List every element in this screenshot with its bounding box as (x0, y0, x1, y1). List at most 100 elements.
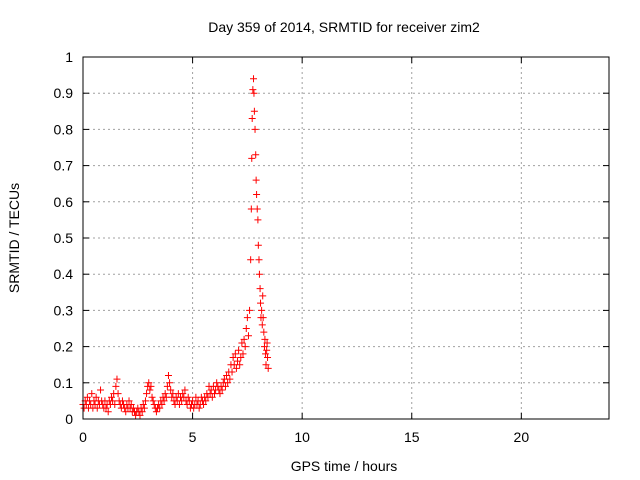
data-point-plus-marker (181, 386, 189, 394)
data-point-plus-marker (97, 386, 105, 394)
data-point-plus-marker (112, 382, 120, 390)
data-point-plus-marker (234, 357, 242, 365)
grid-lines (83, 57, 609, 419)
y-tick-label: 0.1 (54, 375, 74, 391)
y-tick-labels: 0 0.1 0.2 0.3 0.4 0.5 0.6 0.7 0.8 0.9 1 (54, 49, 74, 427)
data-point-plus-marker (118, 397, 126, 405)
data-point-plus-marker (125, 397, 133, 405)
data-point-plus-marker (184, 393, 192, 401)
data-point-plus-marker (247, 205, 255, 213)
data-point-plus-marker (260, 328, 268, 336)
axis-ticks (82, 56, 609, 420)
data-point-plus-marker (254, 241, 262, 249)
data-point-plus-marker (256, 285, 264, 293)
data-point-plus-marker (139, 401, 147, 409)
data-point-plus-marker (239, 350, 247, 358)
y-tick-label: 0.6 (54, 194, 74, 210)
data-point-plus-marker (104, 408, 112, 416)
data-point-plus-marker (262, 350, 270, 358)
data-point-plus-marker (213, 379, 221, 387)
data-point-plus-marker (252, 176, 260, 184)
data-point-plus-marker (141, 397, 149, 405)
data-point-plus-marker (232, 364, 240, 372)
data-point-plus-marker (248, 115, 256, 123)
data-point-plus-marker (195, 404, 203, 412)
data-point-plus-marker (255, 270, 263, 278)
data-point-plus-marker (223, 372, 231, 380)
data-point-plus-marker (258, 306, 266, 314)
data-points (79, 75, 272, 419)
data-point-plus-marker (107, 393, 115, 401)
data-point-plus-marker (146, 386, 154, 394)
data-point-plus-marker (254, 216, 262, 224)
data-point-plus-marker (242, 325, 250, 332)
data-point-plus-marker (158, 401, 166, 409)
data-point-plus-marker (113, 375, 121, 383)
data-point-plus-marker (231, 350, 239, 358)
data-point-plus-marker (156, 404, 164, 412)
data-point-plus-marker (264, 353, 272, 361)
data-point-plus-marker (250, 107, 258, 115)
y-tick-label: 0.8 (54, 121, 74, 137)
data-point-plus-marker (145, 379, 153, 387)
data-point-plus-marker (93, 404, 101, 412)
y-axis-title: SRMTID / TECUs (6, 183, 22, 293)
x-tick-label: 5 (189, 429, 197, 445)
data-point-plus-marker (160, 397, 168, 405)
data-point-plus-marker (263, 346, 271, 354)
data-point-plus-marker (175, 401, 183, 409)
data-point-plus-marker (229, 353, 237, 361)
data-point-plus-marker (218, 386, 226, 394)
data-point-plus-marker (83, 393, 91, 401)
data-point-plus-marker (140, 404, 148, 412)
data-point-plus-marker (264, 364, 272, 372)
data-point-plus-marker (236, 361, 244, 369)
data-point-plus-marker (114, 390, 122, 398)
data-point-plus-marker (257, 299, 265, 307)
plot-frame (82, 56, 610, 420)
data-point-plus-marker (226, 375, 234, 383)
data-point-plus-marker (238, 339, 246, 347)
data-point-plus-marker (260, 343, 268, 351)
x-tick-labels: 0 5 10 15 20 (79, 429, 529, 445)
y-tick-label: 0 (65, 411, 73, 427)
data-point-plus-marker (228, 368, 236, 376)
data-point-plus-marker (92, 393, 100, 401)
data-point-plus-marker (179, 390, 187, 398)
x-tick-label: 10 (294, 429, 310, 445)
data-point-plus-marker (143, 390, 151, 398)
data-point-plus-marker (102, 404, 110, 412)
data-point-plus-marker (244, 332, 252, 340)
data-point-plus-marker (261, 335, 269, 343)
data-point-plus-marker (122, 408, 130, 416)
x-tick-label: 0 (79, 429, 87, 445)
data-point-plus-marker (240, 335, 248, 343)
data-point-plus-marker (258, 321, 266, 329)
data-point-plus-marker (263, 339, 271, 347)
data-point-plus-marker (251, 125, 259, 133)
data-point-plus-marker (152, 408, 160, 416)
data-point-plus-marker (164, 372, 172, 380)
data-point-plus-marker (250, 89, 258, 97)
y-tick-label: 0.9 (54, 85, 74, 101)
data-point-plus-marker (166, 379, 174, 387)
y-tick-label: 1 (65, 49, 73, 65)
chart-title: Day 359 of 2014, SRMTID for receiver zim… (208, 19, 480, 35)
data-point-plus-marker (252, 151, 260, 159)
data-point-plus-marker (237, 353, 245, 361)
data-point-plus-marker (127, 401, 135, 409)
data-point-plus-marker (255, 256, 263, 264)
data-point-plus-marker (221, 382, 229, 390)
data-point-plus-marker (248, 154, 256, 162)
data-point-plus-marker (200, 401, 208, 409)
data-point-plus-marker (136, 411, 144, 419)
data-point-plus-marker (208, 393, 216, 401)
data-point-plus-marker (259, 314, 267, 322)
data-point-plus-marker (148, 393, 156, 401)
x-tick-label: 15 (404, 429, 420, 445)
data-point-plus-marker (88, 390, 96, 398)
data-point-plus-marker (163, 382, 171, 390)
data-point-plus-marker (259, 292, 267, 300)
data-point-plus-marker (253, 191, 261, 199)
